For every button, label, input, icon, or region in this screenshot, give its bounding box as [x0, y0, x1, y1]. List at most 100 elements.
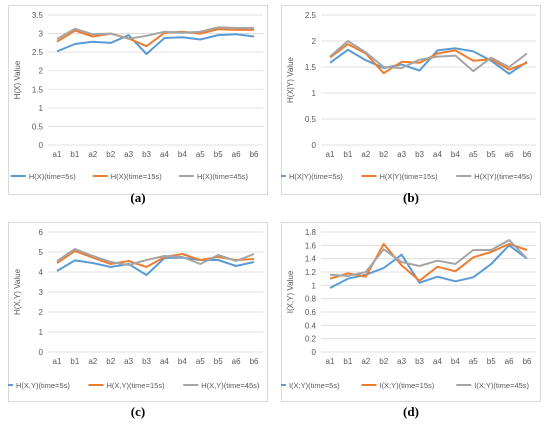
x-tick-label: b3	[415, 150, 424, 159]
legend-label: H(X)(time=15s)	[111, 172, 163, 181]
y-tick-label: 2.5	[305, 11, 317, 20]
y-tick-label: 1	[39, 104, 44, 113]
y-tick-label: 0.8	[305, 295, 317, 304]
series-line-3	[329, 239, 528, 277]
y-tick-label: 0.5	[305, 115, 317, 124]
y-tick-label: 6	[39, 228, 44, 237]
legend-label: H(X|Y)(time=5s)	[289, 172, 343, 181]
y-tick-label: 0.6	[305, 308, 317, 317]
x-tick-label: b4	[178, 150, 187, 159]
x-tick-label: b5	[487, 357, 496, 366]
x-tick-label: a2	[88, 357, 97, 366]
y-tick-label: 0	[39, 348, 44, 357]
x-tick-label: a5	[196, 357, 205, 366]
y-tick-label: 1.5	[305, 63, 317, 72]
series-line-2	[56, 28, 254, 48]
caption-b: (b)	[403, 190, 419, 205]
series-line-2	[56, 250, 255, 268]
chart-panel-b: 0 0.5 1 1.5 2 2.5 a1 b1 a2 b2 a3 b3 a4 b4 a5 b5 a6 b6 H(X|…	[281, 5, 541, 195]
legend-label: I(X;Y)(time=45s)	[474, 381, 529, 390]
x-tick-label: a2	[88, 150, 97, 159]
x-tick-label: b3	[415, 357, 424, 366]
x-tick-label: b3	[142, 150, 151, 159]
y-tick-label: 1	[312, 281, 317, 290]
x-tick-label: b1	[70, 150, 79, 159]
chart-c-svg: 0 1 2 3 4 5 6 a1 b1 a2 b2 a3 b3 a4 b4 a5 b5 a6 b6 H(X,Y) Va…	[8, 222, 268, 402]
x-tick-label: a5	[469, 150, 478, 159]
legend-label: H(X)(time=45s)	[197, 172, 249, 181]
y-tick-label: 0	[312, 141, 317, 150]
x-tick-label: a1	[326, 357, 335, 366]
y-tick-label: 0.2	[305, 335, 317, 344]
y-tick-label: 2	[39, 67, 44, 76]
series-line-1	[56, 256, 255, 276]
chart-panel-c: 0 1 2 3 4 5 6 a1 b1 a2 b2 a3 b3 a4 b4 a5 b5 a6 b6 H(X,Y) Va…	[8, 222, 268, 402]
y-tick-label: 0.4	[305, 321, 317, 330]
y-tick-label: 0	[39, 141, 44, 150]
x-tick-label: b6	[523, 150, 532, 159]
y-tick-label: 1.2	[305, 268, 317, 277]
y-tick-label: 0	[312, 348, 317, 357]
series-line-2	[329, 243, 528, 282]
legend-label: H(X)(time=5s)	[29, 172, 76, 181]
y-tick-label: 2	[39, 308, 44, 317]
x-tick-label: b2	[379, 150, 388, 159]
x-tick-label: b2	[379, 357, 388, 366]
y-tick-label: 3	[39, 288, 44, 297]
x-tick-label: b3	[142, 357, 151, 366]
chart-a-svg: 0 0.5 1 1.5 2 2.5 3 3.5 a1 b1 a2 b2 a3 b3 a4 b4 a5 b5 a6 b6…	[8, 5, 268, 195]
x-tick-label: a6	[505, 150, 514, 159]
y-axis-label: H(X|Y) Value	[286, 56, 295, 102]
series-line-3	[56, 26, 254, 40]
x-tick-label: b5	[214, 150, 223, 159]
y-axis-label: I(X;Y) Value	[286, 270, 295, 313]
caption-a: (a)	[130, 190, 146, 205]
y-tick-label: 5	[39, 248, 44, 257]
series-line-1	[329, 47, 528, 75]
legend-label: H(X|Y)(time=45s)	[474, 172, 533, 181]
x-tick-label: b5	[487, 150, 496, 159]
legend-label: H(X,Y)(time=45s)	[201, 381, 260, 390]
x-tick-label: a1	[53, 150, 62, 159]
y-axis-label: H(X) Value	[13, 60, 22, 99]
x-tick-label: a5	[196, 150, 205, 159]
caption-c: (c)	[130, 404, 146, 419]
x-tick-label: a3	[397, 150, 406, 159]
x-tick-label: a6	[232, 357, 241, 366]
series-line-3	[56, 248, 255, 266]
x-tick-label: a1	[53, 357, 62, 366]
x-tick-label: b2	[106, 357, 115, 366]
legend-label: H(X,Y)(time=15s)	[106, 381, 165, 390]
x-tick-label: a4	[160, 357, 169, 366]
y-tick-label: 2	[312, 37, 317, 46]
x-tick-label: b1	[343, 357, 352, 366]
y-tick-label: 2.5	[32, 48, 44, 57]
x-tick-label: b6	[250, 357, 259, 366]
x-tick-label: a3	[124, 150, 133, 159]
x-tick-label: b5	[214, 357, 223, 366]
x-tick-label: a2	[361, 357, 370, 366]
x-tick-label: a3	[397, 357, 406, 366]
chart-b-svg: 0 0.5 1 1.5 2 2.5 a1 b1 a2 b2 a3 b3 a4 b4 a5 b5 a6 b6 H(X|…	[281, 5, 541, 195]
x-tick-label: b4	[178, 357, 187, 366]
x-tick-label: a4	[160, 150, 169, 159]
y-tick-label: 1.5	[32, 85, 44, 94]
x-tick-label: a6	[232, 150, 241, 159]
y-tick-label: 3.5	[32, 11, 44, 20]
series-line-3	[329, 40, 528, 73]
x-tick-label: a1	[326, 150, 335, 159]
x-tick-label: a5	[469, 357, 478, 366]
legend-label: I(X;Y)(time=15s)	[379, 381, 434, 390]
y-tick-label: 1.4	[305, 255, 317, 264]
x-tick-label: a4	[433, 150, 442, 159]
chart-frame	[281, 5, 541, 195]
y-tick-label: 4	[39, 268, 44, 277]
x-tick-label: a4	[433, 357, 442, 366]
y-tick-label: 3	[39, 30, 44, 39]
x-tick-label: a2	[361, 150, 370, 159]
chart-panel-d: 0 0.2 0.4 0.6 0.8 1 1.2 1.4 1.6 1.8 a1 b1 a2 b2 a3 b3 a4…	[281, 222, 541, 402]
legend-label: I(X;Y)(time=5s)	[289, 381, 340, 390]
series-line-1	[56, 33, 255, 55]
legend-label: H(X|Y)(time=15s)	[379, 172, 438, 181]
x-tick-label: b6	[250, 150, 259, 159]
